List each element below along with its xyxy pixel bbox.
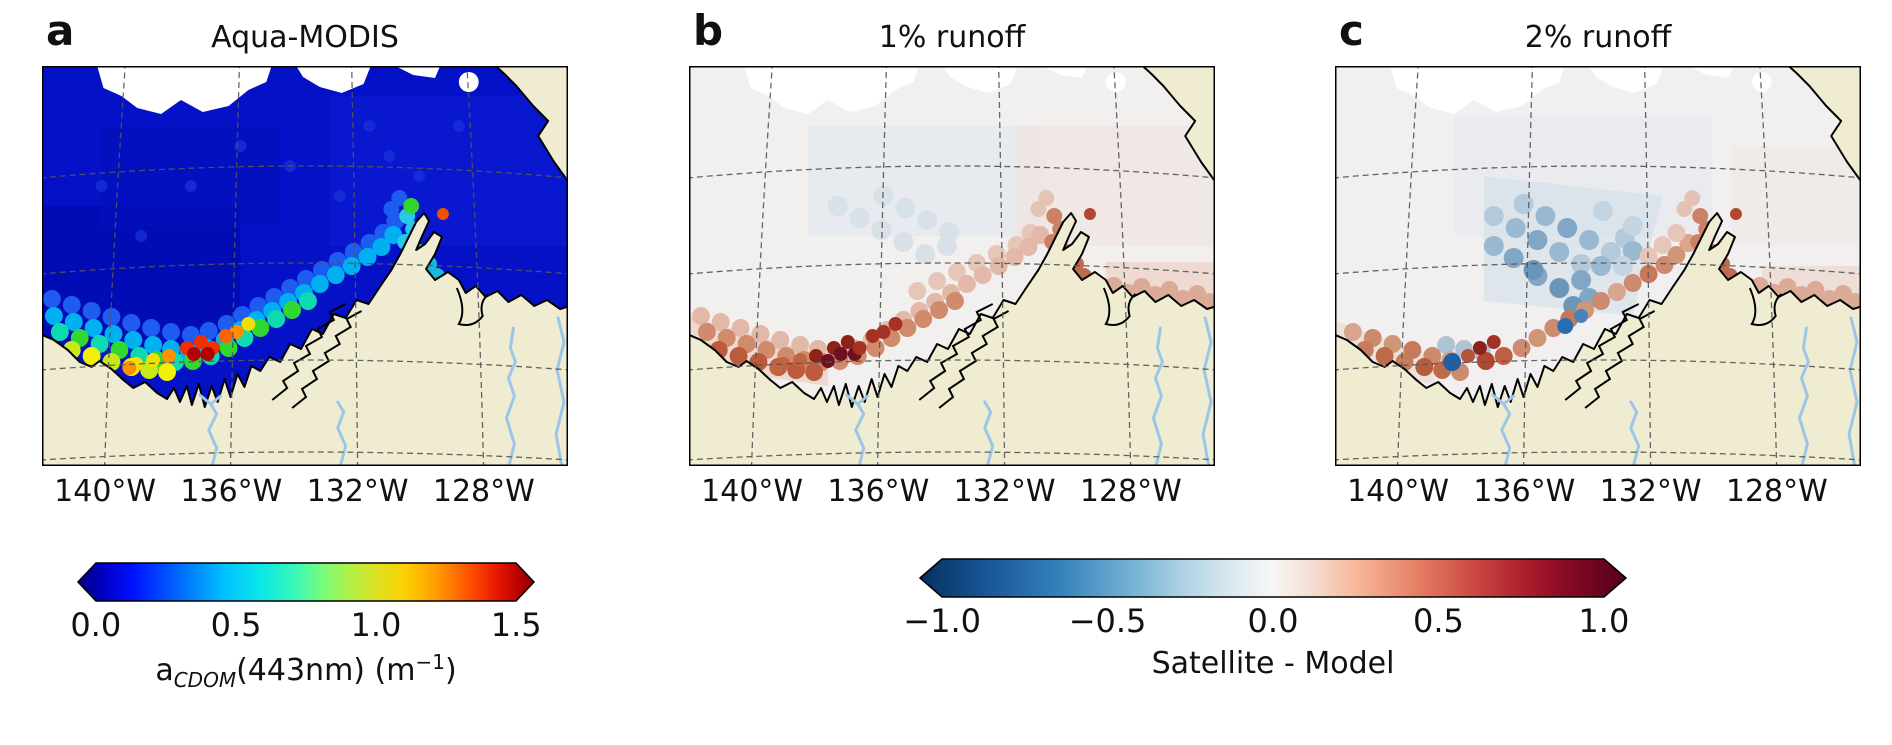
x-tick: 140°W [701, 474, 804, 509]
map-a-data-cells [42, 96, 568, 381]
map-b [689, 66, 1215, 466]
cdom-label-base: a [155, 653, 174, 688]
panel-b-title: 1% runoff [878, 20, 1026, 55]
x-tick: 132°W [306, 474, 409, 509]
cbar-tick: −1.0 [903, 602, 981, 640]
panel-a-letter: a [46, 6, 75, 55]
x-tick: 140°W [54, 474, 157, 509]
x-tick: 136°W [1473, 474, 1576, 509]
x-axis-c: 140°W 136°W 132°W 128°W [1335, 474, 1861, 514]
x-tick: 132°W [953, 474, 1056, 509]
cbar-tick: 1.0 [1578, 602, 1630, 640]
diff-colorbar-label: Satellite - Model [1151, 646, 1395, 681]
x-tick: 136°W [180, 474, 283, 509]
cdom-colorbar-ticks: 0.0 0.5 1.0 1.5 [70, 606, 541, 648]
x-tick: 128°W [1079, 474, 1182, 509]
x-tick: 128°W [1725, 474, 1828, 509]
diff-colorbar-gradient [918, 558, 1628, 598]
panel-b: b 1% runoff [689, 10, 1215, 526]
cdom-label-end: ) [444, 653, 457, 688]
panel-c-letter: c [1339, 6, 1364, 55]
x-tick: 136°W [827, 474, 930, 509]
cbar-tick: 1.5 [490, 606, 542, 644]
diff-colorbar: −1.0 −0.5 0.0 0.5 1.0 Satellite - Model [903, 556, 1630, 681]
cbar-tick: 0.0 [70, 606, 122, 644]
panel-b-letter: b [693, 6, 724, 55]
cbar-tick: −0.5 [1068, 602, 1147, 640]
cdom-colorbar: 0.0 0.5 1.0 1.5 aCDOM(443nm) (m−1) [70, 560, 542, 692]
x-tick: 128°W [432, 474, 535, 509]
x-tick: 140°W [1347, 474, 1450, 509]
cdom-label-sup: −1 [415, 650, 445, 674]
cdom-label-mid: (443nm) (m [236, 653, 416, 688]
panel-a: a Aqua-MODIS [42, 10, 568, 526]
cbar-tick: 0.5 [210, 606, 262, 644]
map-a [42, 66, 568, 466]
panel-c-title: 2% runoff [1524, 20, 1672, 55]
diff-colorbar-ticks: −1.0 −0.5 0.0 0.5 1.0 [903, 602, 1630, 644]
cbar-tick: 0.0 [1247, 602, 1299, 640]
panel-a-title: Aqua-MODIS [211, 20, 399, 55]
cdom-label-sub: CDOM [173, 668, 237, 692]
cbar-tick: 1.0 [350, 606, 402, 644]
x-tick: 132°W [1599, 474, 1702, 509]
x-axis-b: 140°W 136°W 132°W 128°W [689, 474, 1215, 514]
cdom-colorbar-gradient [76, 562, 536, 602]
x-axis-a: 140°W 136°W 132°W 128°W [42, 474, 568, 514]
cdom-colorbar-label: aCDOM(443nm) (m−1) [76, 650, 536, 692]
panel-c: c 2% runoff [1335, 10, 1861, 526]
cbar-tick: 0.5 [1412, 602, 1464, 640]
map-c [1335, 66, 1861, 466]
